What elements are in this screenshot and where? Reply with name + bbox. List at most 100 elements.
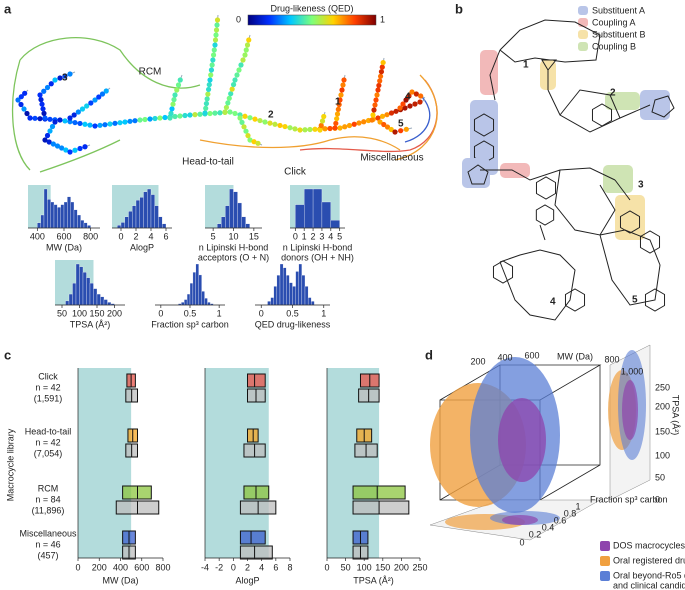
mw-tick: 600 xyxy=(524,350,539,360)
tree-node xyxy=(38,97,44,103)
tree-node xyxy=(207,77,213,83)
tree-node xyxy=(232,77,238,83)
tree-node xyxy=(361,119,367,125)
hist-bar xyxy=(195,263,199,306)
x-tick-label: 3 xyxy=(319,231,324,241)
hist-bar xyxy=(83,222,88,229)
tree-node xyxy=(243,47,249,53)
hist-bar xyxy=(154,205,159,229)
x-tick-label: 800 xyxy=(83,231,98,241)
library-label: RCM xyxy=(38,483,59,493)
hist-bar xyxy=(73,209,78,229)
tree-node xyxy=(40,106,46,112)
tree-node xyxy=(339,87,345,93)
tree-node xyxy=(336,102,342,108)
hist-bar xyxy=(63,201,68,229)
tree-node xyxy=(27,115,33,121)
bond xyxy=(599,229,661,306)
x-tick-label: 2 xyxy=(133,231,138,241)
x-axis-label: QED drug-likeness xyxy=(255,319,331,329)
highlight xyxy=(605,92,640,110)
hist-bar xyxy=(77,214,81,229)
x-tick-label: 800 xyxy=(155,562,170,572)
tree-node xyxy=(242,113,248,119)
tree-node xyxy=(177,77,183,83)
tree-node xyxy=(167,115,173,121)
tree-node xyxy=(77,120,83,127)
tree-node xyxy=(302,127,308,133)
tree-node xyxy=(44,132,51,139)
hist-bar xyxy=(295,204,305,229)
hist-bar xyxy=(135,199,140,229)
tree-node xyxy=(340,82,346,88)
x-tick-label: 5 xyxy=(211,231,216,241)
hist-bar xyxy=(50,201,55,229)
tree-node xyxy=(402,105,408,111)
x-tick-label: 0.5 xyxy=(184,308,197,318)
hist-bar xyxy=(100,296,105,306)
bond xyxy=(480,167,631,236)
tree-node xyxy=(170,101,176,107)
x-tick-label: 2 xyxy=(311,231,316,241)
x-tick-label: 0 xyxy=(75,562,80,572)
tree-node xyxy=(62,73,68,79)
tree-node xyxy=(203,105,209,111)
tree-node xyxy=(103,88,109,94)
hist-bar xyxy=(158,216,163,229)
tpsa-tick: 100 xyxy=(655,450,670,460)
hist-bar xyxy=(225,205,230,229)
highlight xyxy=(500,163,530,178)
tree-node xyxy=(107,121,113,127)
tree-node xyxy=(67,149,73,155)
hist-bar xyxy=(304,286,309,306)
tree-node xyxy=(57,117,63,123)
tree-node xyxy=(210,52,217,58)
tree-node xyxy=(57,75,63,81)
tree-node xyxy=(205,91,211,97)
tree-node xyxy=(267,120,273,126)
tpsa-tick: 0 xyxy=(655,494,660,504)
tree-node xyxy=(375,87,381,93)
compound-label: 3 xyxy=(638,180,644,191)
tree-node xyxy=(67,71,73,77)
tree-node xyxy=(255,140,261,146)
tpsa-tick: 250 xyxy=(655,382,670,392)
hist-bar xyxy=(207,302,211,306)
colorbar-title: Drug-likeness (QED) xyxy=(270,3,353,13)
mw-tick: 400 xyxy=(497,352,512,362)
hist-bar xyxy=(286,275,290,306)
tree-node xyxy=(238,62,244,68)
compound-label: 3 xyxy=(62,73,68,84)
library-label: Miscellaneous xyxy=(19,528,77,538)
tree-node xyxy=(210,57,216,63)
tree-node xyxy=(46,139,52,145)
tree-node xyxy=(82,121,88,127)
panel-label: d xyxy=(425,347,433,362)
tree-node xyxy=(214,22,220,28)
tree-node xyxy=(334,111,341,117)
tree-node xyxy=(246,37,252,43)
x-tick-label: 4 xyxy=(148,231,153,241)
ring xyxy=(591,103,613,127)
tree-node xyxy=(72,119,78,126)
tree-node xyxy=(169,106,175,112)
region-label: Click xyxy=(284,167,307,178)
tree-node xyxy=(333,120,339,126)
hist-bar xyxy=(82,272,87,306)
tree-node xyxy=(47,128,53,134)
region-label: RCM xyxy=(139,67,162,78)
region-outline xyxy=(394,74,438,161)
compound-label: 2 xyxy=(268,110,274,121)
hist-bar xyxy=(75,263,80,306)
x-tick-label: 0 xyxy=(231,562,236,572)
tree-node xyxy=(15,97,21,103)
x-tick-label: 6 xyxy=(163,231,168,241)
region-label: Miscellaneous xyxy=(360,153,423,164)
hist-bar xyxy=(65,300,70,306)
tree-node xyxy=(48,81,54,87)
tree-node xyxy=(356,120,362,126)
tree-node xyxy=(327,125,333,132)
x-axis-label: Fraction sp³ carbon xyxy=(151,319,229,329)
tree-node xyxy=(41,88,47,94)
hist-bar xyxy=(241,216,246,229)
